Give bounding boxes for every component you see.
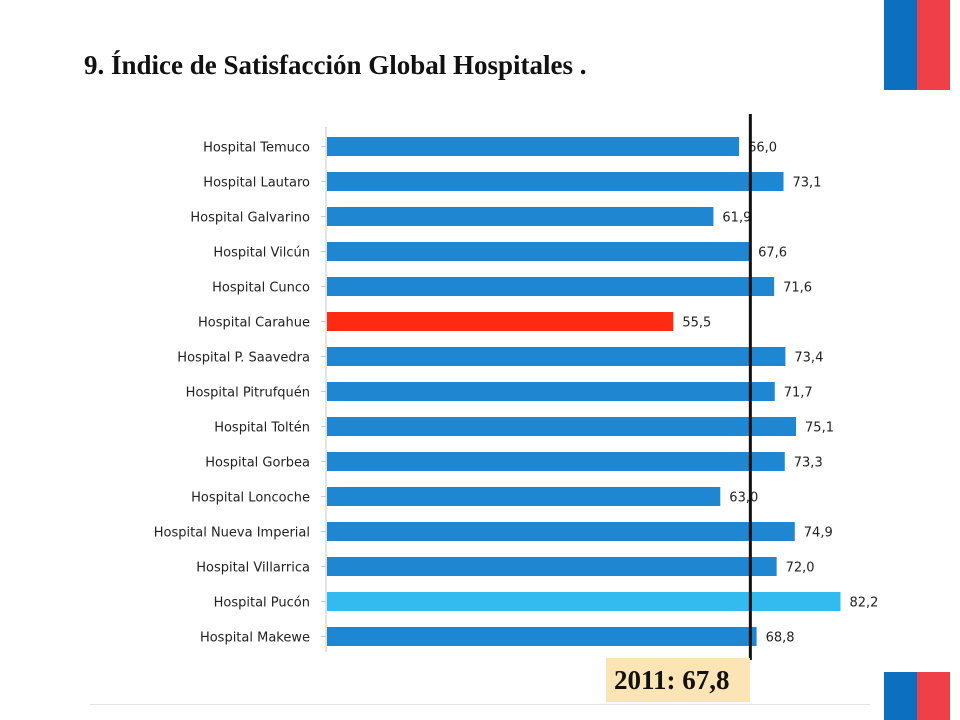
bar <box>327 452 785 471</box>
category-label: Hospital Vilcún <box>213 246 310 261</box>
value-label: 73,1 <box>793 176 822 191</box>
bar <box>327 417 797 436</box>
value-label: 72,0 <box>786 561 815 576</box>
category-label: Hospital Lautaro <box>203 176 310 191</box>
category-label: Hospital Villarrica <box>196 561 310 576</box>
value-label: 73,3 <box>794 456 823 471</box>
bar <box>327 522 795 541</box>
bar <box>327 137 740 156</box>
category-label: Hospital P. Saavedra <box>177 351 310 366</box>
bar <box>327 172 784 191</box>
bar <box>327 382 775 401</box>
value-label: 55,5 <box>682 316 711 331</box>
category-label: Hospital Pitrufquén <box>186 386 310 401</box>
category-label: Hospital Galvarino <box>190 211 310 226</box>
chile-flag-top-decoration <box>884 0 950 90</box>
page-title: 9. Índice de Satisfacción Global Hospita… <box>84 50 587 80</box>
bar <box>327 207 714 226</box>
value-label: 68,8 <box>766 631 795 646</box>
category-label: Hospital Carahue <box>198 316 310 331</box>
bar <box>327 627 757 646</box>
reference-annotation: 2011: 67,8 <box>606 658 750 702</box>
category-label: Hospital Gorbea <box>205 456 310 471</box>
flag-red-stripe <box>917 0 950 90</box>
value-label: 75,1 <box>805 421 834 436</box>
flag-red-stripe <box>917 672 950 720</box>
bar <box>327 592 841 611</box>
category-label: Hospital Loncoche <box>191 491 310 506</box>
value-label: 61,9 <box>722 211 751 226</box>
value-label: 66,0 <box>748 141 777 156</box>
value-label: 71,6 <box>783 281 812 296</box>
footer-divider <box>90 704 870 705</box>
category-label: Hospital Cunco <box>212 281 310 296</box>
bar <box>327 487 721 506</box>
flag-blue-stripe <box>884 672 917 720</box>
bar <box>327 347 786 366</box>
category-label: Hospital Temuco <box>203 141 310 156</box>
category-label: Hospital Nueva Imperial <box>154 526 310 541</box>
bar <box>327 242 750 261</box>
category-label: Hospital Pucón <box>214 596 310 611</box>
category-label: Hospital Makewe <box>200 631 310 646</box>
value-label: 82,2 <box>849 596 878 611</box>
value-label: 67,6 <box>758 246 787 261</box>
bar <box>327 277 775 296</box>
category-label: Hospital Toltén <box>214 421 310 436</box>
chile-flag-bottom-decoration <box>884 672 950 720</box>
value-label: 71,7 <box>784 386 813 401</box>
bar <box>327 312 674 331</box>
value-label: 74,9 <box>804 526 833 541</box>
flag-blue-stripe <box>884 0 917 90</box>
bar <box>327 557 777 576</box>
value-label: 73,4 <box>794 351 823 366</box>
value-label: 63,0 <box>729 491 758 506</box>
